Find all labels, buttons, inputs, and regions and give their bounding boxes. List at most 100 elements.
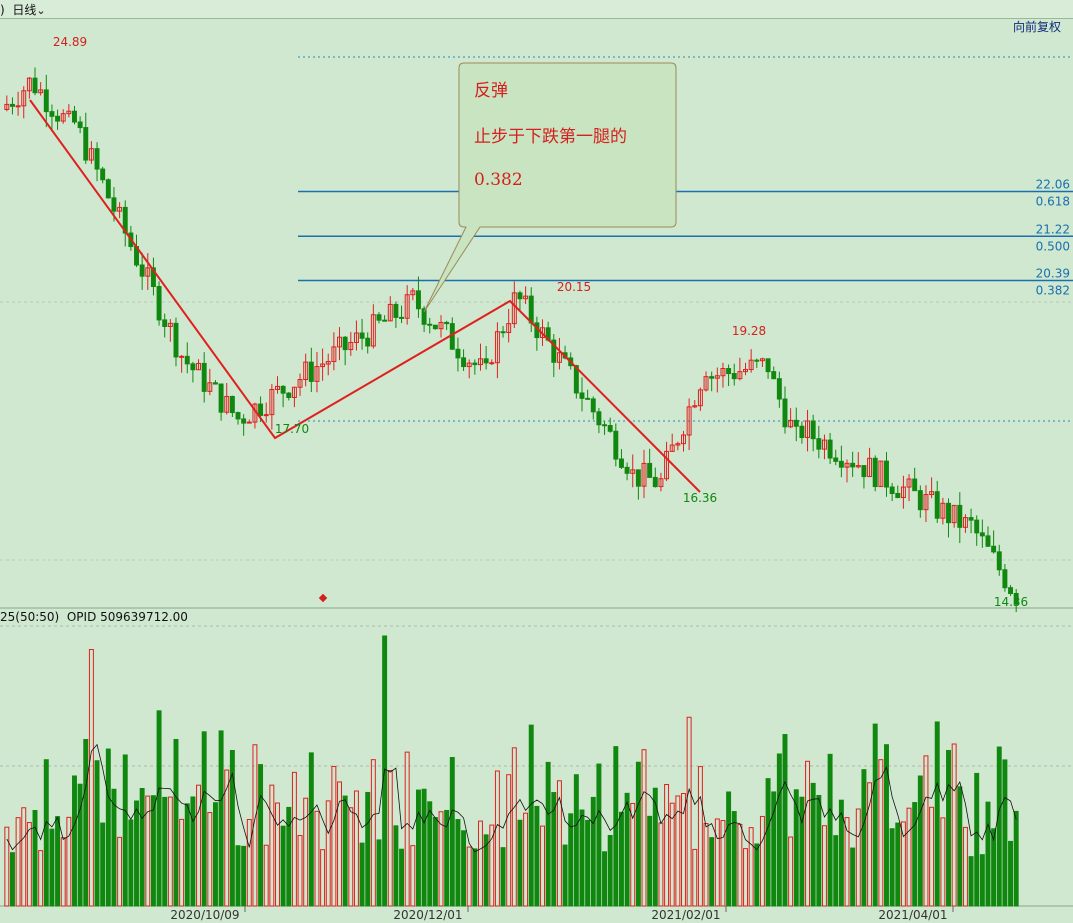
- volume-bar: [60, 837, 66, 907]
- candle-body: [929, 491, 935, 496]
- volume-bar: [613, 746, 619, 907]
- volume-bar: [675, 795, 681, 907]
- candle-body: [635, 469, 641, 487]
- candle-body: [494, 331, 500, 364]
- candle-body: [43, 89, 49, 113]
- price-extreme-label: 24.89: [53, 35, 87, 49]
- candle-body: [455, 348, 461, 359]
- volume-bar: [156, 710, 162, 907]
- volume-bar: [523, 812, 529, 907]
- volume-bar: [173, 738, 179, 907]
- volume-bar: [370, 759, 376, 907]
- candle-body: [410, 290, 416, 296]
- volume-bar: [962, 826, 968, 907]
- volume-bar: [596, 763, 602, 907]
- candle-body: [4, 103, 10, 110]
- candle-body: [342, 336, 348, 351]
- volume-bar: [709, 837, 715, 907]
- candle-body: [314, 366, 320, 382]
- candle-body: [602, 424, 608, 427]
- volume-indicator-label: 25(50:50) OPID 509639712.00: [0, 610, 188, 624]
- candle-body: [923, 494, 929, 511]
- candle-body: [962, 517, 968, 528]
- period-selector[interactable]: ) 日线⌄: [0, 1, 46, 18]
- candle-body: [737, 371, 743, 380]
- candle-body: [878, 460, 884, 488]
- candle-body: [382, 319, 388, 322]
- candle-body: [184, 355, 190, 365]
- fib-price-label: 22.06: [1036, 178, 1070, 192]
- candle-body: [833, 457, 839, 462]
- candle-body: [759, 358, 765, 362]
- x-tick-label: 2020/12/01: [393, 908, 462, 922]
- candle-body: [399, 316, 405, 319]
- volume-bar: [940, 817, 946, 907]
- candle-body: [49, 111, 55, 117]
- volume-bar: [889, 828, 895, 907]
- volume-bar: [483, 834, 489, 907]
- volume-bar: [342, 795, 348, 907]
- x-tick-label: 2021/02/01: [651, 908, 720, 922]
- volume-bar: [404, 751, 410, 907]
- candle-body: [647, 462, 653, 478]
- volume-bar: [263, 844, 269, 907]
- candle-body: [957, 504, 963, 528]
- volume-bar: [692, 848, 698, 907]
- volume-bar: [235, 845, 241, 907]
- volume-bar: [117, 836, 123, 907]
- candle-body: [596, 411, 602, 426]
- candle-body: [303, 361, 309, 381]
- volume-bar: [793, 789, 799, 907]
- volume-bar: [765, 778, 771, 907]
- volume-bar: [517, 819, 523, 907]
- candle-body: [77, 121, 83, 129]
- volume-bar: [72, 775, 77, 907]
- volume-bar: [421, 788, 427, 907]
- volume-bar: [743, 848, 748, 907]
- volume-bar: [38, 850, 44, 907]
- volume-bar: [331, 765, 337, 907]
- candle-body: [551, 339, 557, 363]
- volume-bar: [83, 738, 89, 907]
- volume-bar: [872, 723, 878, 907]
- volume-bar: [833, 835, 839, 907]
- candle-body: [421, 308, 427, 325]
- candle-body: [895, 492, 901, 499]
- candle-body: [517, 292, 523, 300]
- volume-bar: [494, 770, 500, 907]
- adjustment-mode-label[interactable]: 向前复权: [1012, 20, 1061, 34]
- candle-body: [528, 295, 534, 324]
- candle-body: [821, 439, 827, 450]
- candle-body: [681, 434, 686, 445]
- candle-body: [827, 439, 833, 459]
- volume-bar: [9, 852, 15, 907]
- price-extreme-label: 17.70: [275, 422, 309, 436]
- volume-bar: [224, 769, 230, 907]
- candle-body: [968, 517, 974, 521]
- volume-bar: [190, 796, 196, 907]
- candle-body: [438, 321, 444, 330]
- candle-body: [726, 368, 732, 375]
- candle-body: [500, 331, 506, 334]
- volume-bar: [438, 811, 444, 907]
- price-extreme-label: 19.28: [732, 324, 766, 338]
- volume-bar: [212, 802, 218, 907]
- volume-bar: [94, 760, 100, 907]
- candle-body: [613, 430, 619, 460]
- volume-bar: [788, 836, 794, 907]
- volume-bar: [241, 845, 247, 907]
- volume-bar: [878, 759, 884, 907]
- volume-bar: [314, 810, 320, 907]
- volume-bar: [799, 796, 805, 907]
- volume-bar: [974, 772, 980, 907]
- candle-body: [556, 352, 562, 363]
- chevron-down-icon[interactable]: ⌄: [36, 4, 46, 17]
- candle-body: [229, 395, 235, 414]
- volume-bar: [946, 749, 951, 907]
- candle-body: [218, 383, 224, 413]
- candle-body: [94, 148, 100, 170]
- candle-body: [105, 179, 111, 199]
- candle-body: [664, 450, 670, 480]
- candle-body: [415, 290, 421, 310]
- volume-bar: [43, 759, 49, 907]
